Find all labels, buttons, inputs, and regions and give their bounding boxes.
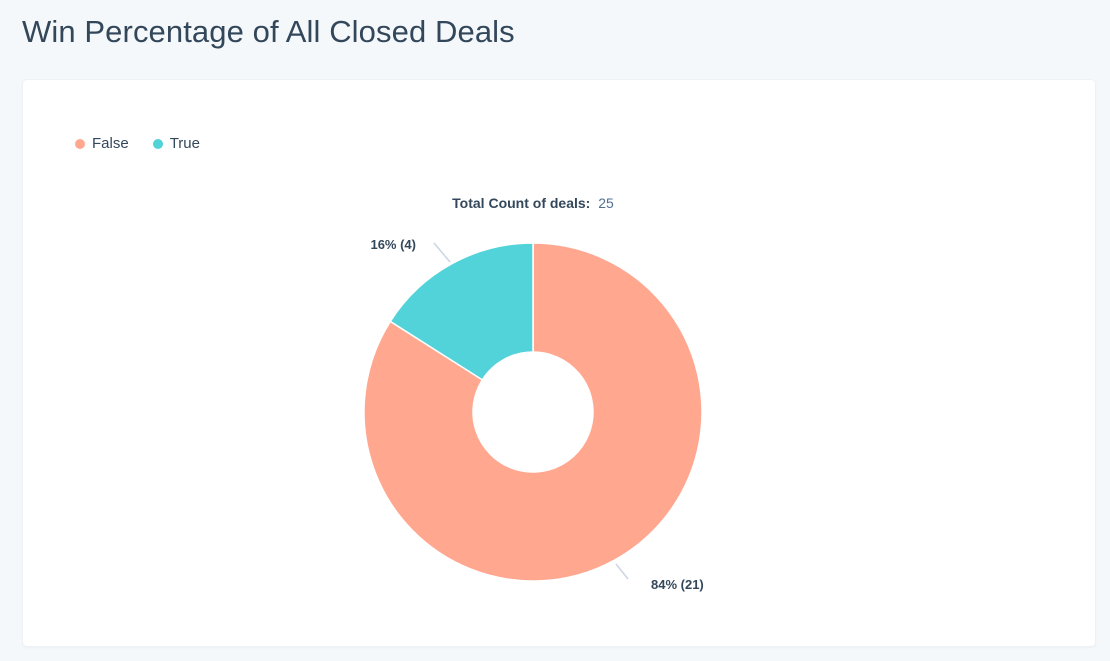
total-count-value: 25 — [598, 195, 614, 211]
leader-line-false — [615, 563, 629, 580]
page-title: Win Percentage of All Closed Deals — [22, 14, 515, 49]
total-count-title: Total Count of deals: — [452, 195, 590, 211]
legend-item-true[interactable]: True — [152, 135, 200, 152]
donut-chart: Total Count of deals: 25 84% (21) 16% (4) — [363, 195, 704, 592]
legend-label-false: False — [92, 135, 129, 152]
chart-legend: False True — [75, 135, 224, 152]
leader-line-true — [433, 242, 451, 263]
slice-false[interactable] — [363, 242, 703, 582]
data-labels: 84% (21) 16% (4) — [370, 237, 703, 592]
chart-card: False True Total Count of deals: 25 84% … — [23, 80, 1095, 646]
donut-slices — [363, 242, 703, 582]
data-label-true: 16% (4) — [370, 237, 416, 252]
leader-lines — [433, 242, 629, 580]
legend-swatch-false — [75, 138, 85, 149]
legend-item-false[interactable]: False — [75, 135, 129, 152]
total-count-label: Total Count of deals: 25 — [452, 195, 614, 211]
slice-true[interactable] — [389, 242, 534, 381]
data-label-false: 84% (21) — [651, 577, 704, 592]
legend-label-true: True — [169, 135, 200, 152]
legend-swatch-true — [152, 138, 163, 149]
